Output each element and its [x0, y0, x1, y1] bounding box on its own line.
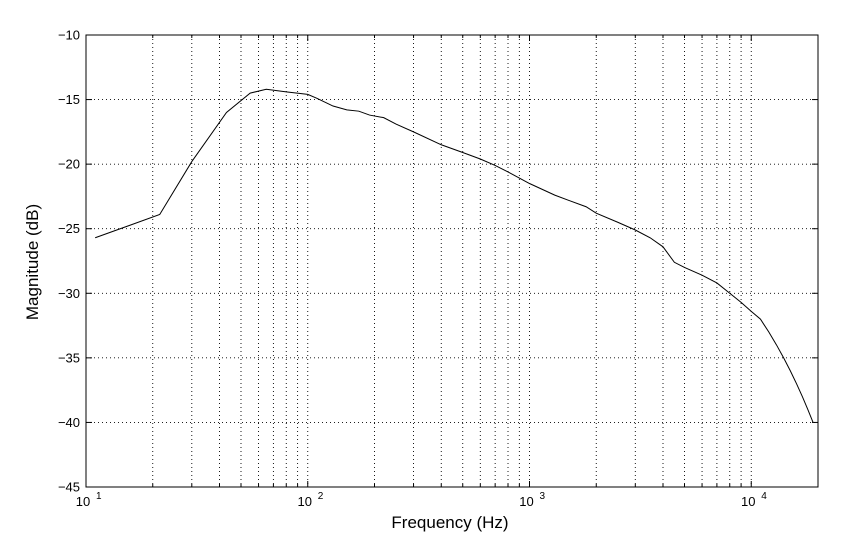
y-axis-label: Magnitude (dB) — [23, 204, 42, 320]
magnitude-series-line — [95, 88, 814, 423]
x-tick-label-exponent: 3 — [539, 491, 545, 502]
y-tick-label: −10 — [58, 28, 80, 43]
y-tick-label: −15 — [58, 92, 80, 107]
y-tick-label: −45 — [58, 480, 80, 495]
tick-marks — [85, 34, 819, 488]
y-tick-label: −35 — [58, 350, 80, 365]
grid — [86, 35, 818, 487]
x-tick-label: 10 — [298, 494, 312, 509]
y-tick-labels: −10 −15 −20 −25 −30 −35 −40 −45 — [58, 28, 80, 495]
x-axis-label: Frequency (Hz) — [391, 513, 508, 532]
y-tick-label: −40 — [58, 415, 80, 430]
series-layer — [95, 88, 814, 423]
y-tick-label: −25 — [58, 221, 80, 236]
plot-frame — [85, 34, 819, 488]
x-tick-label-exponent: 2 — [318, 491, 324, 502]
x-tick-label: 10 — [76, 494, 90, 509]
x-tick-label: 10 — [519, 494, 533, 509]
y-tick-label: −30 — [58, 286, 80, 301]
x-tick-labels: 10 1 10 2 10 3 10 4 — [76, 491, 767, 509]
y-tick-label: −20 — [58, 157, 80, 172]
x-tick-label-exponent: 1 — [96, 491, 102, 502]
x-tick-label: 10 — [741, 494, 755, 509]
x-tick-label-exponent: 4 — [761, 491, 767, 502]
